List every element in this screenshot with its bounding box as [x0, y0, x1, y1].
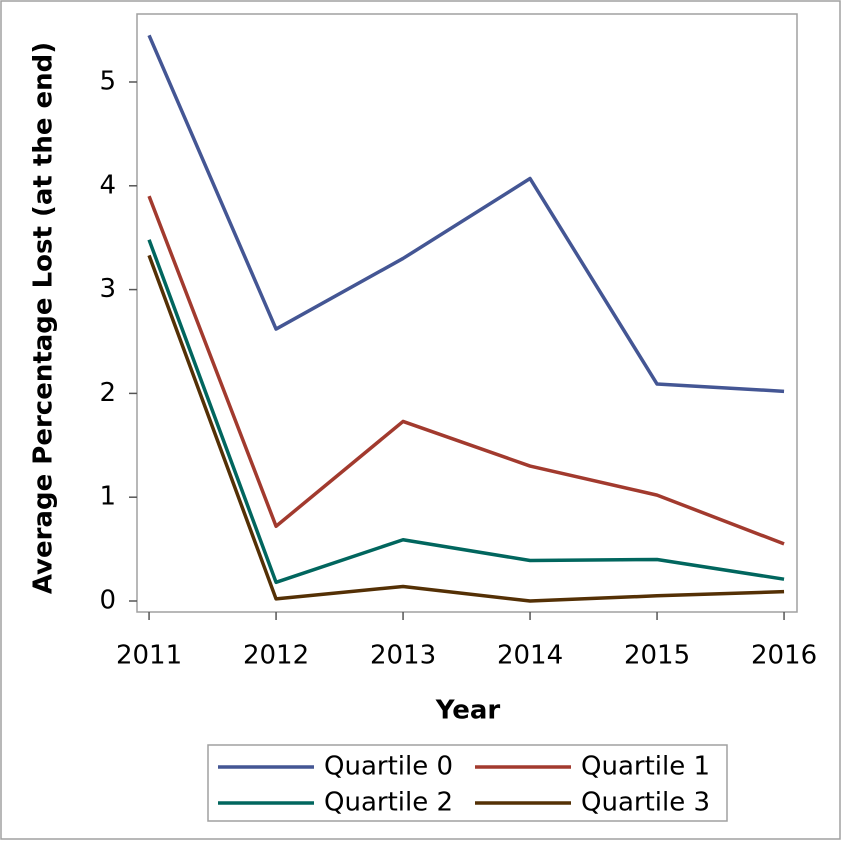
- x-tick-label: 2016: [751, 641, 817, 671]
- legend-label: Quartile 0: [324, 752, 453, 782]
- plot-frame: [136, 13, 798, 613]
- x-tick-label: 2012: [243, 641, 309, 671]
- x-tick-label: 2014: [497, 641, 563, 671]
- series-line: [147, 34, 785, 394]
- x-tick-label: 2011: [116, 641, 182, 671]
- y-tick-label: 4: [99, 170, 116, 200]
- x-tick-label: 2015: [624, 641, 690, 671]
- y-tick-label: 2: [99, 378, 116, 408]
- x-tick-label: 2013: [370, 641, 436, 671]
- legend-box: [207, 744, 728, 822]
- x-axis-label: Year: [435, 696, 501, 726]
- legend-label: Quartile 2: [324, 788, 453, 818]
- y-axis-label: Average Percentage Lost (at the end): [29, 42, 59, 594]
- legend-label: Quartile 1: [581, 752, 710, 782]
- series-line: [147, 195, 785, 546]
- y-tick-label: 0: [99, 585, 116, 615]
- y-tick-label: 5: [99, 66, 116, 96]
- series-line: [147, 254, 785, 603]
- legend-label: Quartile 3: [581, 788, 710, 818]
- y-tick-label: 1: [99, 482, 116, 512]
- series-line: [147, 239, 785, 585]
- y-tick-label: 3: [99, 274, 116, 304]
